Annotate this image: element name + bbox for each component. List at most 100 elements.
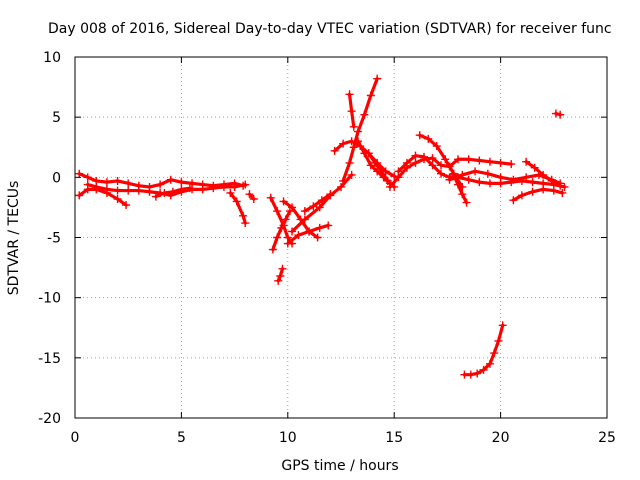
- data-point: [471, 167, 480, 176]
- data-point: [473, 369, 482, 378]
- data-point: [75, 169, 84, 178]
- series-line: [290, 173, 354, 234]
- data-point: [273, 233, 282, 242]
- data-point: [268, 245, 277, 254]
- data-point: [432, 142, 441, 151]
- series-line: [303, 192, 332, 213]
- data-point: [134, 186, 143, 195]
- data-point: [209, 184, 218, 193]
- data-point: [278, 264, 287, 273]
- data-point: [454, 155, 463, 164]
- data-point: [547, 176, 556, 185]
- series-track-p: [330, 137, 399, 181]
- axis-ticks: [74, 56, 608, 419]
- y-tick-label: 5: [52, 110, 61, 126]
- data-point: [437, 169, 446, 178]
- data-point: [315, 223, 324, 232]
- data-point: [419, 152, 428, 161]
- series-line: [452, 173, 469, 205]
- x-tick-label: 0: [71, 430, 80, 446]
- data-point: [390, 172, 399, 181]
- data-point: [219, 182, 228, 191]
- series-track-m: [274, 264, 287, 285]
- data-point: [549, 186, 558, 195]
- data-point: [168, 187, 177, 196]
- data-point: [347, 170, 356, 179]
- y-axis-title: SDTVAR / TECUs: [6, 181, 22, 296]
- data-point: [415, 131, 424, 140]
- data-point: [445, 175, 454, 184]
- data-point: [232, 197, 241, 206]
- series-track-n: [339, 74, 382, 185]
- data-point: [485, 359, 494, 368]
- data-point: [330, 146, 339, 155]
- data-point: [560, 182, 569, 191]
- data-point: [241, 180, 250, 189]
- data-point: [496, 173, 505, 182]
- data-point: [309, 202, 318, 211]
- data-point: [347, 107, 356, 116]
- data-point: [556, 110, 565, 119]
- data-point: [102, 185, 111, 194]
- data-point: [522, 157, 531, 166]
- data-point: [483, 169, 492, 178]
- data-point: [371, 158, 380, 167]
- data-point: [360, 110, 369, 119]
- data-point: [281, 215, 290, 224]
- x-tick-label: 20: [492, 430, 510, 446]
- data-point: [454, 180, 463, 189]
- data-point: [485, 179, 494, 188]
- data-point: [441, 155, 450, 164]
- data-point: [288, 227, 297, 236]
- data-point: [113, 194, 122, 203]
- data-point: [528, 187, 537, 196]
- data-point: [539, 185, 548, 194]
- series-track-s: [385, 154, 516, 191]
- series-track-neg: [460, 321, 507, 379]
- data-point: [411, 158, 420, 167]
- data-point: [226, 188, 235, 197]
- series-track-x: [509, 185, 567, 205]
- data-point: [373, 74, 382, 83]
- data-point: [539, 170, 548, 179]
- data-point: [113, 186, 122, 195]
- y-tick-label: -10: [38, 291, 61, 307]
- data-point: [145, 187, 154, 196]
- data-point: [277, 223, 286, 232]
- data-point: [274, 276, 283, 285]
- data-point: [475, 156, 484, 165]
- data-point: [349, 143, 358, 152]
- data-point: [366, 91, 375, 100]
- data-point: [485, 157, 494, 166]
- data-point: [177, 178, 186, 187]
- data-point: [279, 197, 288, 206]
- data-point: [151, 192, 160, 201]
- data-point: [249, 194, 258, 203]
- data-point: [230, 182, 239, 191]
- data-point: [507, 160, 516, 169]
- data-point: [300, 207, 309, 216]
- data-point: [283, 239, 292, 248]
- x-tick-label: 15: [385, 430, 403, 446]
- data-point: [458, 170, 467, 179]
- data-point: [494, 336, 503, 345]
- data-point: [428, 154, 437, 163]
- data-point: [305, 227, 314, 236]
- data-point: [160, 188, 169, 197]
- data-point: [437, 161, 446, 170]
- data-point: [556, 181, 565, 190]
- data-point: [354, 137, 363, 146]
- data-point: [239, 211, 248, 220]
- data-point: [385, 182, 394, 191]
- data-point: [324, 221, 333, 230]
- series-line: [247, 192, 256, 201]
- series-track-f: [245, 190, 258, 203]
- data-point: [124, 179, 133, 188]
- data-point: [300, 215, 309, 224]
- data-point: [530, 163, 539, 172]
- data-point: [337, 182, 345, 191]
- series-track-o: [345, 90, 358, 131]
- series-track-y: [522, 157, 565, 190]
- data-point: [326, 190, 335, 199]
- data-point: [313, 233, 322, 242]
